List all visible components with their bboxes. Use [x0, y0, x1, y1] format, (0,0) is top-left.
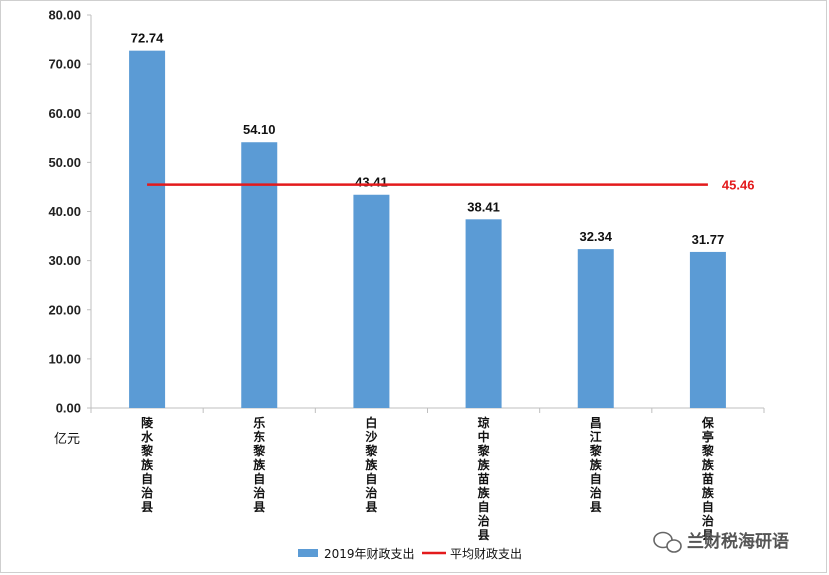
legend-label-bar: 2019年财政支出	[324, 547, 415, 561]
average-value-label: 45.46	[722, 178, 755, 193]
category-label: 乐东黎族自治县	[253, 415, 266, 514]
category-label: 昌江黎族自治县	[590, 416, 603, 514]
bar-value-label: 43.41	[355, 175, 388, 190]
wechat-icon	[653, 531, 682, 553]
y-tick-label: 10.00	[48, 351, 81, 366]
bars: 72.74 54.10 43.41 38.41 32.34 31.77	[129, 31, 726, 409]
bar	[241, 142, 278, 408]
bar	[465, 219, 502, 408]
bar-value-label: 31.77	[692, 232, 725, 247]
axes: 0.00 10.00 20.00 30.00 40.00 50.00 60.00 70.00 8…	[48, 8, 765, 416]
category-label: 白沙黎族自治县	[365, 415, 378, 514]
average-line-group: 45.46	[147, 178, 754, 193]
legend-swatch-bar	[298, 549, 318, 557]
y-unit-label: 亿元	[54, 432, 80, 447]
bar	[353, 194, 390, 408]
y-tick-label: 80.00	[48, 8, 81, 23]
category-labels: 陵水黎族自治县 乐东黎族自治县 白沙黎族自治县 琼中黎族苗族自治县 昌江黎族自治县 保亭黎…	[141, 415, 715, 542]
y-tick-label: 0.00	[56, 401, 81, 416]
legend-label-line: 平均财政支出	[450, 547, 522, 561]
category-label: 琼中黎族苗族自治县	[478, 415, 491, 542]
bar	[129, 50, 166, 409]
y-tick-label: 40.00	[48, 204, 81, 219]
y-tick-label: 70.00	[48, 57, 81, 72]
bar-value-label: 72.74	[131, 31, 164, 46]
bar-value-label: 32.34	[579, 229, 612, 244]
bar	[689, 251, 726, 408]
watermark-text: 兰财税海研语	[687, 531, 789, 552]
bar	[577, 249, 614, 408]
category-label: 保亭黎族苗族自治县	[701, 415, 715, 542]
bar-value-label: 54.10	[243, 122, 276, 137]
legend: 2019年财政支出 平均财政支出	[298, 547, 522, 561]
category-label: 陵水黎族自治县	[141, 415, 154, 514]
y-tick-label: 50.00	[48, 155, 81, 170]
y-tick-label: 20.00	[48, 302, 81, 317]
y-tick-label: 30.00	[48, 253, 81, 268]
y-tick-label: 60.00	[48, 106, 81, 121]
watermark: 兰财税海研语	[653, 531, 789, 553]
bar-value-label: 38.41	[467, 199, 500, 214]
